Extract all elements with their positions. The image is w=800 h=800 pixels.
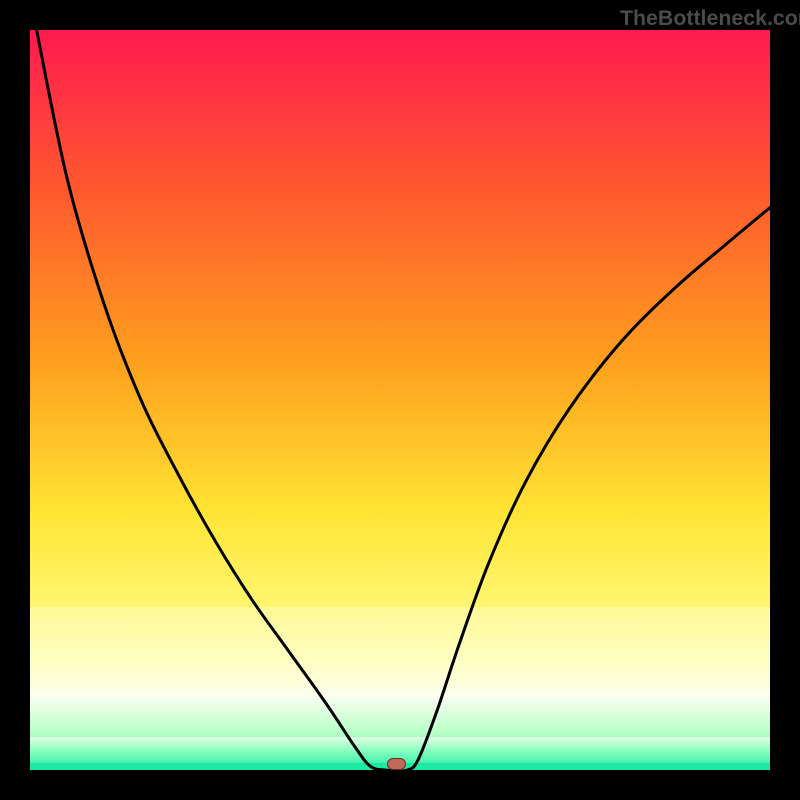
watermark-text: TheBottleneck.com [620,6,800,31]
minimum-marker [387,758,406,771]
yellow-highlight-band [30,607,770,681]
plot-area [30,30,770,770]
outer-frame: TheBottleneck.com [0,0,800,800]
